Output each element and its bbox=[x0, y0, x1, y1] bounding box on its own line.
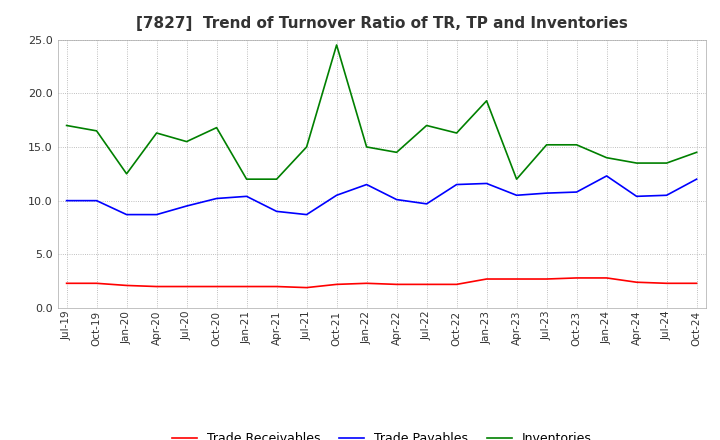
Inventories bbox=[302, 144, 311, 150]
Trade Receivables bbox=[572, 275, 581, 281]
Trade Receivables bbox=[272, 284, 281, 289]
Trade Receivables bbox=[362, 281, 371, 286]
Trade Payables bbox=[572, 189, 581, 194]
Line: Trade Payables: Trade Payables bbox=[66, 176, 697, 215]
Trade Receivables bbox=[662, 281, 671, 286]
Trade Receivables bbox=[333, 282, 341, 287]
Trade Payables bbox=[92, 198, 101, 203]
Trade Receivables bbox=[602, 275, 611, 281]
Trade Payables bbox=[362, 182, 371, 187]
Inventories bbox=[422, 123, 431, 128]
Trade Receivables bbox=[62, 281, 71, 286]
Trade Receivables bbox=[392, 282, 401, 287]
Inventories bbox=[482, 98, 491, 103]
Trade Receivables bbox=[482, 276, 491, 282]
Inventories bbox=[272, 176, 281, 182]
Trade Receivables bbox=[513, 276, 521, 282]
Inventories bbox=[153, 130, 161, 136]
Inventories bbox=[392, 150, 401, 155]
Inventories bbox=[212, 125, 221, 130]
Trade Receivables bbox=[302, 285, 311, 290]
Line: Trade Receivables: Trade Receivables bbox=[66, 278, 697, 288]
Trade Payables bbox=[153, 212, 161, 217]
Inventories bbox=[92, 128, 101, 133]
Inventories bbox=[362, 144, 371, 150]
Inventories bbox=[602, 155, 611, 160]
Inventories bbox=[122, 171, 131, 176]
Trade Payables bbox=[422, 201, 431, 206]
Trade Receivables bbox=[92, 281, 101, 286]
Trade Payables bbox=[212, 196, 221, 201]
Inventories bbox=[632, 161, 641, 166]
Inventories bbox=[662, 161, 671, 166]
Trade Payables bbox=[272, 209, 281, 214]
Trade Receivables bbox=[452, 282, 461, 287]
Trade Receivables bbox=[242, 284, 251, 289]
Trade Payables bbox=[632, 194, 641, 199]
Inventories bbox=[333, 42, 341, 48]
Trade Payables bbox=[122, 212, 131, 217]
Trade Receivables bbox=[693, 281, 701, 286]
Trade Receivables bbox=[422, 282, 431, 287]
Trade Receivables bbox=[182, 284, 191, 289]
Trade Payables bbox=[602, 173, 611, 179]
Trade Payables bbox=[513, 193, 521, 198]
Inventories bbox=[572, 142, 581, 147]
Trade Receivables bbox=[632, 279, 641, 285]
Trade Receivables bbox=[542, 276, 551, 282]
Trade Payables bbox=[302, 212, 311, 217]
Legend: Trade Receivables, Trade Payables, Inventories: Trade Receivables, Trade Payables, Inven… bbox=[166, 427, 597, 440]
Title: [7827]  Trend of Turnover Ratio of TR, TP and Inventories: [7827] Trend of Turnover Ratio of TR, TP… bbox=[135, 16, 628, 32]
Inventories bbox=[452, 130, 461, 136]
Inventories bbox=[542, 142, 551, 147]
Trade Payables bbox=[693, 176, 701, 182]
Line: Inventories: Inventories bbox=[66, 45, 697, 179]
Inventories bbox=[62, 123, 71, 128]
Trade Payables bbox=[482, 181, 491, 186]
Inventories bbox=[242, 176, 251, 182]
Trade Receivables bbox=[212, 284, 221, 289]
Trade Receivables bbox=[153, 284, 161, 289]
Trade Payables bbox=[333, 193, 341, 198]
Trade Payables bbox=[62, 198, 71, 203]
Inventories bbox=[513, 176, 521, 182]
Trade Payables bbox=[662, 193, 671, 198]
Trade Payables bbox=[182, 203, 191, 209]
Trade Receivables bbox=[122, 283, 131, 288]
Trade Payables bbox=[242, 194, 251, 199]
Inventories bbox=[182, 139, 191, 144]
Trade Payables bbox=[542, 191, 551, 196]
Trade Payables bbox=[392, 197, 401, 202]
Trade Payables bbox=[452, 182, 461, 187]
Inventories bbox=[693, 150, 701, 155]
